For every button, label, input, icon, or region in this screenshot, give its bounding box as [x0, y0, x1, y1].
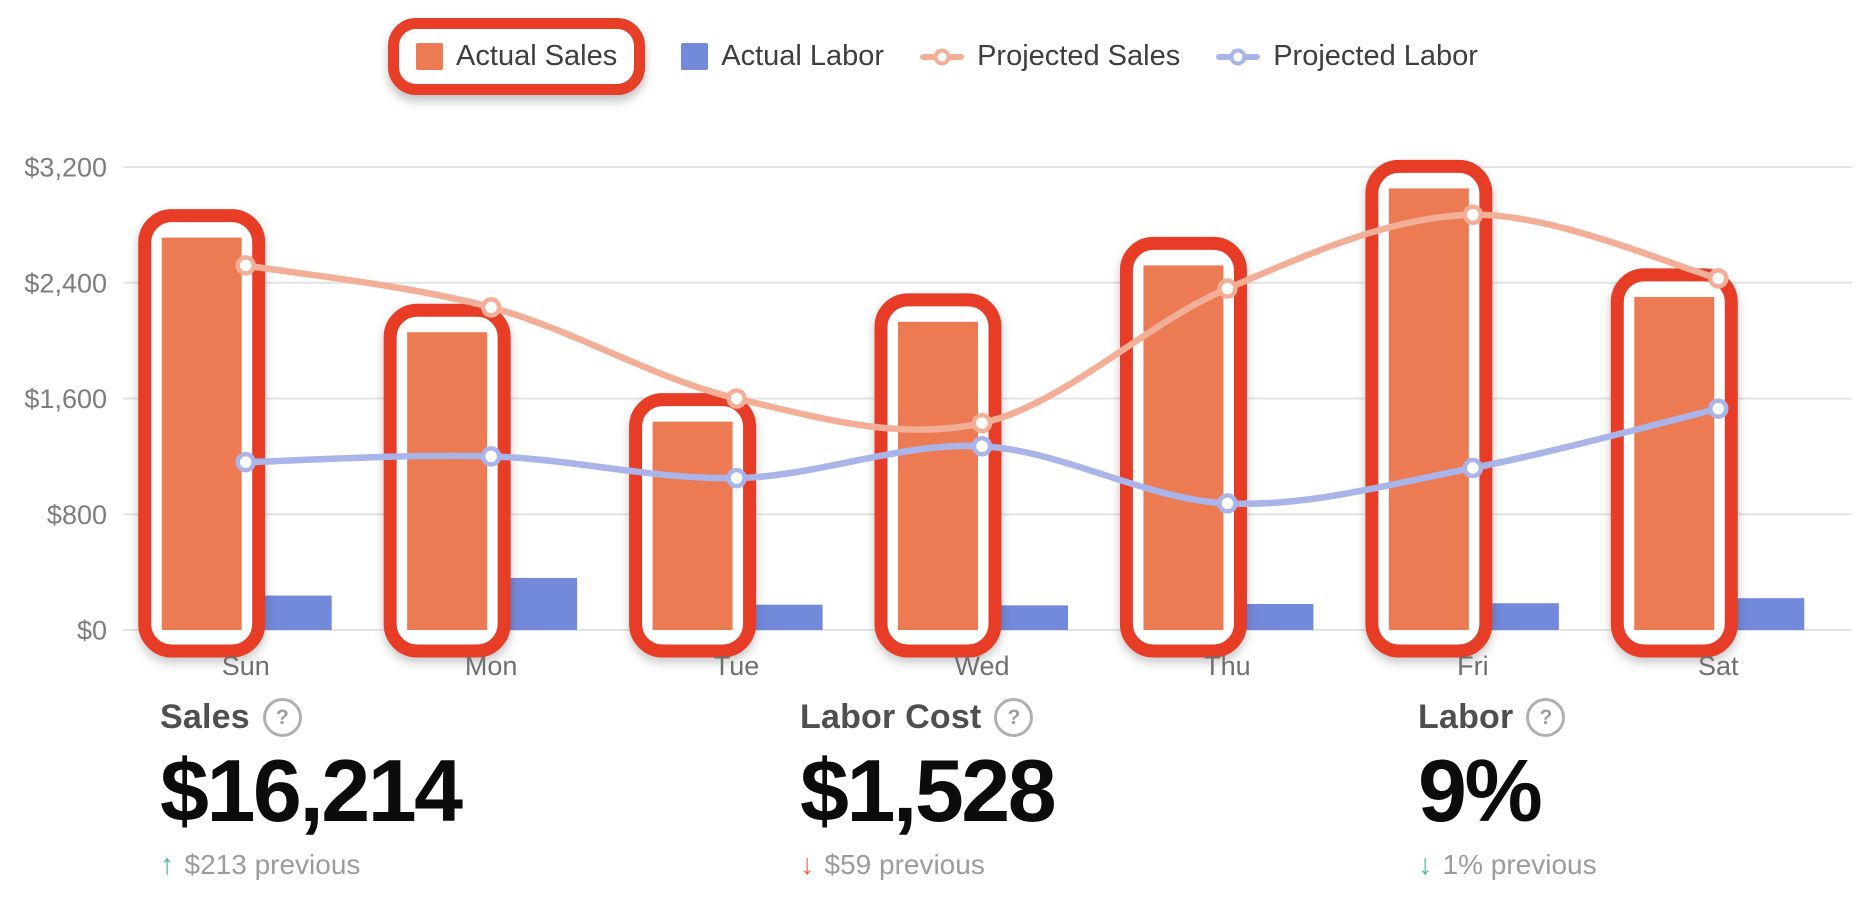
- projected-labor-point[interactable]: [235, 451, 256, 473]
- y-axis-tick-label: $2,400: [24, 268, 107, 298]
- down-arrow-icon: ↓: [800, 848, 815, 881]
- y-axis-tick-label: $800: [47, 500, 107, 530]
- legend-item-actual-labor[interactable]: Actual Labor: [681, 40, 884, 73]
- legend-item-label: Actual Labor: [721, 40, 885, 72]
- sales-labor-chart: $3,200 $2,400 $1,600 $800 $0 Sun Mon Tue Wed Thu F…: [24, 153, 1852, 681]
- x-axis-labels: Sun Mon Tue Wed Thu Fri Sat: [222, 651, 1739, 681]
- projected-labor-point[interactable]: [726, 467, 747, 489]
- x-axis-day-label: Sun: [222, 651, 270, 681]
- actual-sales-bar[interactable]: [898, 321, 978, 630]
- actual-sales-bar[interactable]: [652, 421, 733, 630]
- legend-item-label: Projected Labor: [1273, 40, 1478, 72]
- y-axis-tick-label: $3,200: [24, 153, 107, 183]
- kpi-title: Labor: [1418, 698, 1514, 736]
- actual-labor-bar[interactable]: [1488, 603, 1559, 630]
- kpi-value: $1,528: [800, 741, 1057, 840]
- x-axis-day-label: Mon: [465, 651, 518, 681]
- kpi-sales: Sales ? $16,214 ↑ $213 previous: [160, 698, 463, 881]
- projected-sales-point[interactable]: [1217, 278, 1238, 299]
- up-arrow-icon: ↑: [160, 848, 175, 881]
- kpi-delta-text: $213 previous: [184, 849, 361, 881]
- down-arrow-icon: ↓: [1418, 848, 1433, 881]
- actual-sales-bars: [161, 188, 1715, 631]
- actual-sales-bar[interactable]: [161, 237, 242, 631]
- x-axis-day-label: Wed: [954, 651, 1009, 681]
- kpi-value: $16,214: [160, 741, 463, 840]
- projected-labor-point[interactable]: [1708, 398, 1729, 419]
- projected-labor-line-series: [235, 398, 1729, 514]
- projected-labor-point[interactable]: [1217, 493, 1238, 514]
- projected-labor-point[interactable]: [971, 435, 993, 457]
- projected-sales-point[interactable]: [480, 297, 502, 318]
- actual-sales-bar[interactable]: [1634, 296, 1715, 630]
- projected-sales-point[interactable]: [1708, 268, 1729, 289]
- actual-labor-bar[interactable]: [1243, 603, 1314, 630]
- legend-item-projected-labor[interactable]: Projected Labor: [1216, 40, 1478, 73]
- annotation-highlight-legend: Actual Sales: [388, 18, 646, 95]
- kpi-labor-cost: Labor Cost ? $1,528 ↓ $59 previous: [800, 698, 1057, 881]
- projected-sales-line-icon: [920, 47, 965, 67]
- projected-sales-point[interactable]: [971, 412, 993, 434]
- actual-sales-bar[interactable]: [1388, 188, 1469, 630]
- help-icon[interactable]: ?: [994, 698, 1034, 737]
- legend-item-label: Projected Sales: [977, 40, 1181, 72]
- legend-item-projected-sales[interactable]: Projected Sales: [920, 40, 1180, 73]
- x-axis-day-label: Tue: [714, 651, 760, 681]
- actual-labor-bar[interactable]: [1734, 598, 1805, 630]
- actual-labor-bar[interactable]: [507, 577, 578, 630]
- actual-sales-swatch-icon: [416, 43, 444, 70]
- kpi-title: Labor Cost: [800, 698, 982, 736]
- projected-labor-line-icon: [1216, 47, 1261, 67]
- projected-labor-point[interactable]: [1462, 457, 1484, 479]
- y-axis-tick-label: $1,600: [24, 384, 107, 414]
- x-axis-day-label: Sat: [1698, 651, 1739, 681]
- help-icon[interactable]: ?: [262, 698, 302, 737]
- actual-sales-bar[interactable]: [1143, 265, 1224, 630]
- actual-labor-bars: [261, 577, 1805, 630]
- projected-sales-line-series: [235, 204, 1729, 434]
- projected-sales-point[interactable]: [726, 388, 747, 409]
- legend-item-label: Actual Sales: [456, 40, 618, 72]
- actual-sales-bar[interactable]: [407, 332, 488, 630]
- chart-legend: Actual Sales Actual Labor Projected Sale…: [0, 18, 1866, 95]
- help-icon[interactable]: ?: [1526, 698, 1566, 737]
- projected-sales-point[interactable]: [235, 255, 256, 276]
- actual-labor-bar[interactable]: [998, 605, 1068, 630]
- y-axis-tick-label: $0: [77, 616, 107, 646]
- kpi-delta-text: 1% previous: [1442, 849, 1597, 881]
- x-axis-day-label: Thu: [1204, 651, 1251, 681]
- kpi-value: 9%: [1418, 741, 1543, 840]
- actual-labor-bar[interactable]: [261, 595, 332, 630]
- projected-sales-point[interactable]: [1462, 204, 1484, 225]
- projected-labor-point[interactable]: [480, 446, 502, 467]
- actual-labor-bar[interactable]: [752, 604, 823, 630]
- kpi-labor-percent: Labor ? 9% ↓ 1% previous: [1418, 698, 1597, 881]
- kpi-title: Sales: [160, 698, 250, 736]
- legend-item-actual-sales[interactable]: Actual Sales: [416, 40, 617, 73]
- kpi-delta-text: $59 previous: [824, 849, 985, 881]
- actual-labor-swatch-icon: [681, 43, 709, 70]
- x-axis-day-label: Fri: [1457, 651, 1488, 681]
